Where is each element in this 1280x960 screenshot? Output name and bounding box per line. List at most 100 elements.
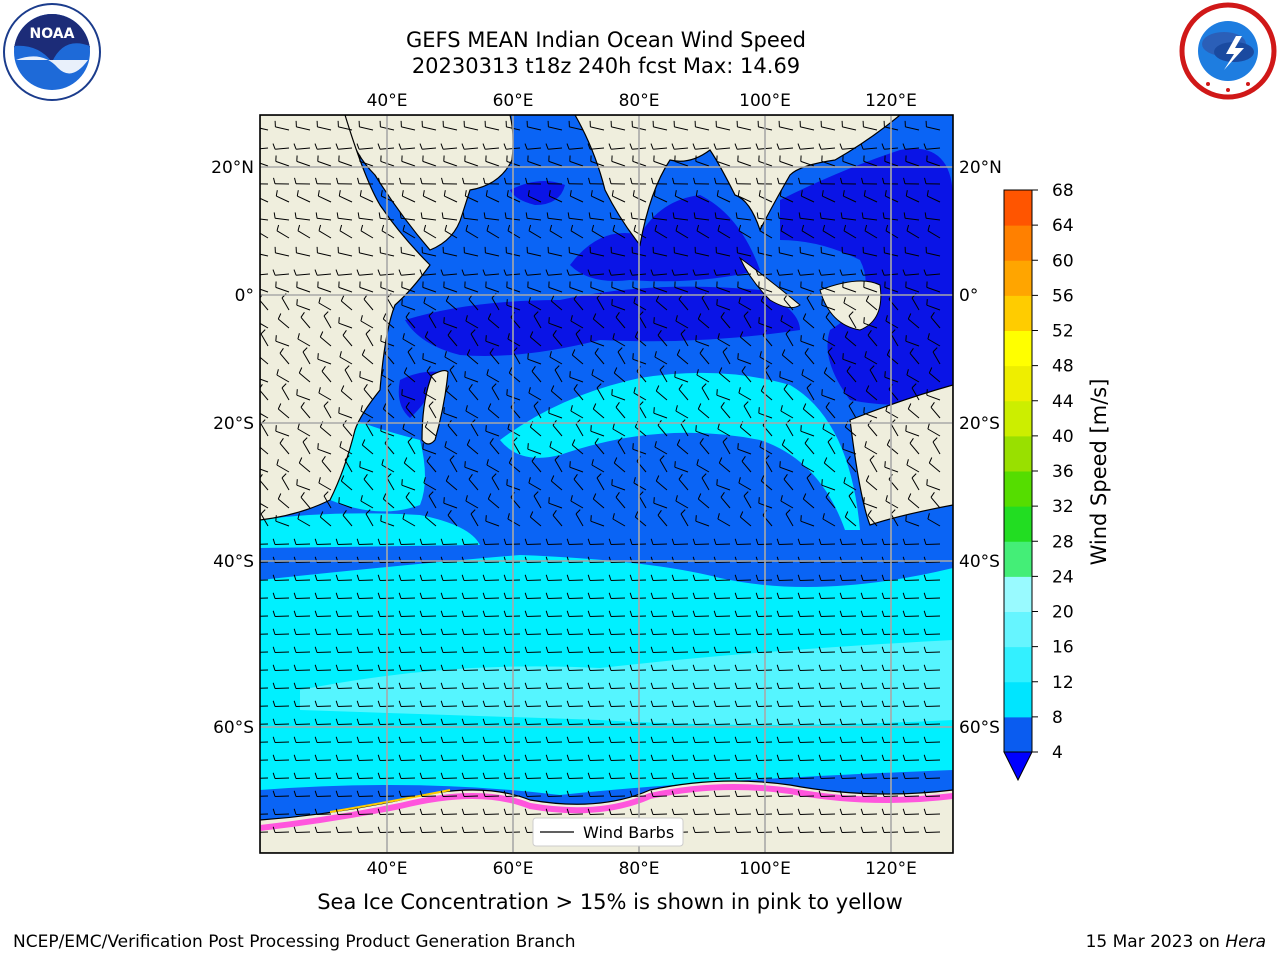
wind-barb: [694, 795, 710, 797]
wind-barb-feather: [713, 143, 717, 150]
wind-barb-feather: [419, 718, 423, 725]
wind-barb-feather: [860, 790, 864, 797]
wind-barb-feather: [717, 333, 720, 340]
wind-barb-feather: [863, 497, 865, 504]
wind-barb: [423, 392, 437, 401]
wind-barb: [400, 615, 416, 617]
wind-barb: [885, 410, 899, 419]
wind-barb: [295, 813, 311, 815]
wind-barb: [338, 252, 353, 257]
wind-barb: [825, 316, 836, 329]
wind-barb: [715, 597, 731, 599]
wind-barb: [863, 147, 878, 150]
wind-barb: [337, 669, 353, 671]
wind-barb-feather: [617, 437, 623, 443]
wind-barb-feather: [272, 610, 276, 617]
wind-barb-feather: [483, 212, 486, 219]
wind-barb-feather: [860, 772, 864, 779]
wind-barb: [400, 579, 416, 581]
wind-barb: [421, 543, 437, 545]
wind-barb-feather: [839, 682, 843, 689]
wind-barb: [295, 543, 311, 545]
wind-barb-feather: [357, 177, 360, 184]
wind-barb: [904, 687, 920, 689]
wind-barb-feather: [821, 389, 823, 396]
wind-barb-feather: [440, 143, 444, 150]
wind-barb-feather: [440, 610, 444, 617]
wind-barb-feather: [659, 455, 665, 461]
wind-barb-feather: [398, 574, 402, 581]
wind-barb: [526, 705, 542, 707]
wind-barb: [442, 579, 458, 581]
wind-barb-feather: [335, 269, 339, 276]
wind-barb: [274, 579, 290, 581]
wind-barb-feather: [823, 457, 828, 464]
wind-barb: [904, 633, 920, 635]
wind-barb-feather: [716, 389, 718, 396]
wind-barb: [358, 831, 374, 833]
wind-barb-feather: [466, 439, 471, 446]
wind-barb: [275, 160, 290, 167]
wind-barb-feather: [398, 610, 402, 617]
wind-barb: [675, 410, 689, 419]
wind-barb-feather: [839, 143, 843, 150]
wind-barb-feather: [776, 808, 780, 815]
wind-barb: [548, 273, 563, 276]
wind-barb-feather: [361, 439, 366, 446]
wind-barb: [778, 669, 794, 671]
wind-barb-feather: [923, 610, 927, 617]
wind-barb: [778, 777, 794, 779]
wind-barb: [422, 217, 437, 221]
wind-barb: [674, 252, 689, 257]
wind-barb: [613, 372, 626, 383]
wind-barb-feather: [839, 790, 843, 797]
wind-barb-feather: [570, 495, 573, 502]
wind-barb: [741, 370, 752, 383]
wind-barb-feather: [713, 592, 717, 599]
wind-barb-feather: [381, 224, 385, 231]
wind-barb: [260, 502, 269, 509]
wind-barb: [405, 406, 416, 419]
wind-barb: [297, 195, 311, 203]
wind-barb: [925, 741, 941, 743]
wind-barb-feather: [359, 371, 361, 378]
wind-barb: [717, 230, 731, 239]
wind-barb: [484, 543, 500, 545]
wind-barb: [316, 561, 332, 563]
wind-barb: [528, 230, 542, 239]
wind-barb: [799, 651, 815, 653]
wind-barb-feather: [293, 143, 297, 150]
wind-barb-feather: [528, 224, 532, 231]
wind-barb-feather: [797, 664, 801, 671]
wind-barb: [694, 777, 710, 779]
wind-barb: [738, 482, 752, 491]
wind-barb-feather: [314, 754, 318, 761]
wind-barb-feather: [377, 592, 381, 599]
wind-barb-feather: [797, 718, 801, 725]
wind-barb-feather: [930, 402, 935, 408]
wind-barb: [736, 813, 752, 815]
wind-barb: [695, 147, 710, 150]
wind-barb-feather: [720, 312, 725, 318]
wind-barb-feather: [548, 190, 551, 197]
wind-barb: [527, 147, 542, 150]
wind-barb: [904, 831, 920, 833]
wind-barb-feather: [785, 329, 791, 335]
wind-barb-feather: [800, 335, 802, 342]
wind-barb-feather: [881, 628, 885, 635]
wind-barb-feather: [739, 331, 744, 338]
wind-barb: [400, 561, 416, 563]
wind-barb: [279, 442, 290, 455]
wind-barb-feather: [783, 474, 788, 480]
wind-barb: [673, 741, 689, 743]
wind-barb: [932, 441, 941, 455]
wind-barb: [862, 831, 878, 833]
wind-barb: [589, 687, 605, 689]
wind-barb-feather: [398, 592, 402, 599]
wind-barb: [402, 338, 416, 347]
title-line-2: 20230313 t18z 240h fcst Max: 14.69: [411, 54, 801, 78]
wind-barb: [464, 160, 479, 167]
wind-barb-feather: [314, 574, 318, 581]
wind-barb-feather: [923, 646, 927, 653]
wind-barb-feather: [482, 574, 486, 581]
